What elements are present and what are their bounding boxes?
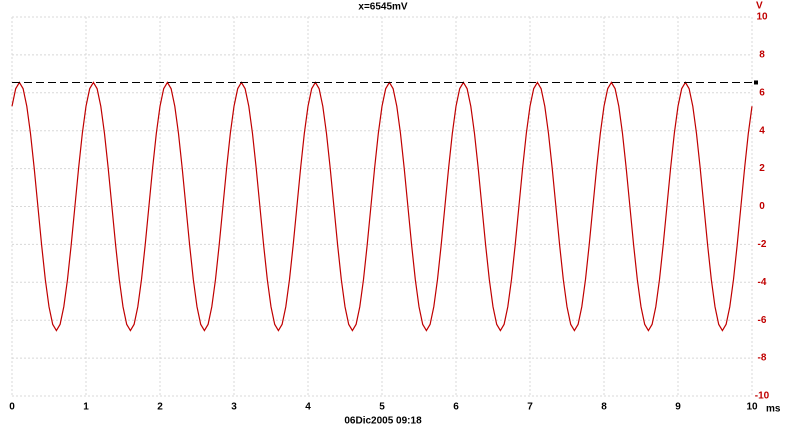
- x-tick-label: 9: [675, 402, 681, 413]
- x-tick-label: 5: [379, 402, 385, 413]
- y-tick-label: -2: [758, 239, 767, 250]
- y-tick-label: 10: [756, 12, 768, 23]
- signal-trace: [11, 81, 753, 332]
- y-tick-label: 6: [759, 87, 765, 98]
- y-tick-label: 0: [759, 201, 765, 212]
- y-tick-label: -8: [758, 353, 767, 364]
- x-tick-label: 0: [9, 402, 15, 413]
- y-tick-label: 2: [759, 163, 765, 174]
- y-tick-label: -10: [755, 391, 770, 402]
- x-tick-label: 10: [746, 402, 758, 413]
- x-tick-label: 2: [157, 402, 163, 413]
- y-tick-label: -4: [758, 277, 767, 288]
- cursor-marker: [754, 80, 758, 85]
- x-tick-label: 3: [231, 402, 237, 413]
- y-tick-label: -6: [758, 315, 767, 326]
- y-tick-label: 8: [759, 50, 765, 61]
- x-tick-label: 7: [527, 402, 533, 413]
- y-unit: V: [756, 1, 763, 12]
- x-tick-label: 1: [83, 402, 89, 413]
- timestamp: 06Dic2005 09:18: [344, 416, 422, 427]
- x-tick-label: 8: [601, 402, 607, 413]
- y-tick-label: 4: [759, 125, 765, 136]
- x-tick-label: 4: [305, 402, 311, 413]
- x-unit: ms: [766, 404, 781, 415]
- chart-title: x=6545mV: [358, 2, 408, 13]
- x-tick-label: 6: [453, 402, 459, 413]
